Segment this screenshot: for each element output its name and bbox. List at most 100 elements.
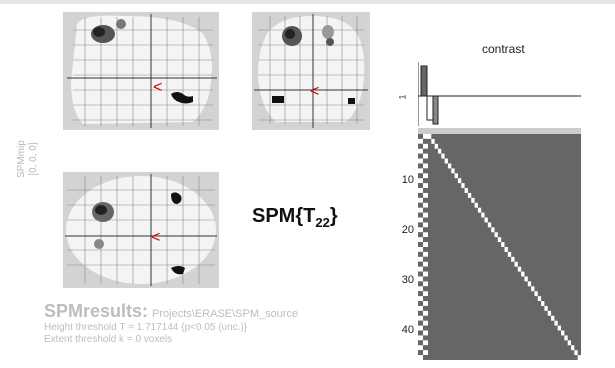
design-cell	[418, 320, 423, 326]
design-cell	[423, 286, 428, 292]
design-cell	[423, 188, 428, 193]
design-cell	[423, 153, 428, 159]
design-diagonal-cell	[521, 271, 525, 277]
design-cell	[423, 271, 428, 277]
design-cell	[418, 355, 423, 360]
results-path: Projects\ERASE\SPM_source	[152, 308, 299, 320]
design-diagonal-cell	[507, 251, 512, 257]
design-cell	[423, 197, 428, 203]
design-cell	[418, 227, 423, 233]
design-cell	[418, 197, 423, 203]
design-cell	[423, 202, 428, 208]
design-cell	[418, 242, 423, 247]
design-diagonal-cell	[471, 197, 475, 203]
design-cell	[418, 173, 423, 179]
design-diagonal-cell	[567, 340, 572, 346]
design-cell	[423, 261, 428, 267]
design-diagonal-cell	[544, 305, 548, 311]
stat-suffix: }	[329, 205, 338, 227]
design-cell	[418, 315, 423, 321]
results-title: SPMresults:	[44, 301, 149, 321]
design-cell	[423, 217, 428, 223]
design-cell	[418, 266, 423, 272]
design-cell	[423, 310, 428, 316]
design-cell	[423, 355, 428, 360]
design-diagonal-cell	[447, 163, 452, 169]
design-diagonal-cell	[554, 320, 558, 326]
top-border	[0, 0, 615, 4]
mip-coordinate-label: SPMmip [0, 0, 0]	[16, 140, 40, 178]
design-cell	[423, 207, 428, 213]
design-cell	[423, 242, 428, 247]
mip-coronal[interactable]: <	[252, 12, 370, 130]
contrast-bar-plot[interactable]	[418, 62, 583, 126]
design-cell	[423, 158, 428, 164]
design-ytick-10: 10	[401, 174, 414, 186]
design-diagonal-cell	[527, 281, 532, 287]
design-diagonal-cell	[444, 158, 448, 164]
design-cell	[418, 256, 423, 262]
design-cell	[423, 315, 428, 321]
design-cell	[423, 222, 428, 228]
stat-prefix: SPM{T	[252, 205, 316, 227]
spm-stat-label: SPM{T22}	[252, 205, 338, 230]
design-cell	[418, 134, 423, 139]
design-cell	[423, 330, 428, 336]
design-matrix[interactable]	[418, 128, 581, 360]
design-cell	[418, 207, 423, 213]
mip-axial[interactable]: <	[63, 172, 219, 288]
design-cell	[423, 281, 428, 287]
design-diagonal-cell	[541, 301, 545, 306]
mip-sagittal[interactable]: <	[63, 12, 219, 130]
design-cell	[418, 232, 423, 238]
design-diagonal-cell	[491, 227, 495, 233]
design-cell	[418, 261, 423, 267]
design-cell	[423, 305, 428, 311]
design-cell	[423, 134, 428, 139]
design-cell	[418, 325, 423, 331]
design-cell	[418, 202, 423, 208]
design-cell	[418, 330, 423, 336]
design-diagonal-cell	[514, 261, 518, 267]
design-diagonal-cell	[457, 178, 462, 184]
design-cell	[418, 183, 423, 189]
design-cell	[423, 296, 428, 302]
design-cell	[423, 251, 428, 257]
cursor-arrow-icon: <	[153, 79, 162, 96]
design-diagonal-cell	[524, 276, 528, 282]
design-cell	[418, 350, 423, 356]
design-cell	[423, 183, 428, 189]
design-diagonal-cell	[547, 310, 552, 316]
design-cell	[423, 291, 428, 297]
design-cell	[418, 178, 423, 184]
design-cell	[423, 192, 428, 198]
design-diagonal-cell	[561, 330, 565, 336]
design-cell	[423, 143, 428, 149]
contrast-title: contrast	[482, 42, 525, 56]
design-diagonal-cell	[557, 325, 562, 331]
glass-brain-sagittal-icon: <	[67, 14, 217, 128]
design-diagonal-cell	[481, 212, 485, 218]
design-cell	[423, 173, 428, 179]
design-cell	[423, 227, 428, 233]
design-cell	[423, 237, 428, 243]
design-diagonal-cell	[564, 335, 568, 341]
design-cell	[423, 148, 428, 154]
design-cell	[423, 178, 428, 184]
design-cell	[423, 232, 428, 238]
design-cell	[423, 247, 428, 252]
results-panel: SPMresults: Projects\ERASE\SPM_source Hei…	[44, 301, 298, 346]
design-diagonal-cell	[437, 148, 442, 154]
design-cell	[418, 276, 423, 282]
design-diagonal-cell	[474, 202, 478, 208]
design-cell	[423, 212, 428, 218]
design-diagonal-cell	[487, 222, 492, 228]
design-diagonal-cell	[467, 192, 472, 198]
design-cell	[418, 138, 423, 144]
extent-threshold-text: Extent threshold k = 0 voxels	[44, 334, 173, 345]
design-diagonal-cell	[494, 232, 498, 238]
design-diagonal-cell	[484, 217, 488, 223]
design-diagonal-cell	[537, 296, 542, 302]
design-diagonal-cell	[551, 315, 555, 321]
design-diagonal-cell	[434, 143, 438, 149]
